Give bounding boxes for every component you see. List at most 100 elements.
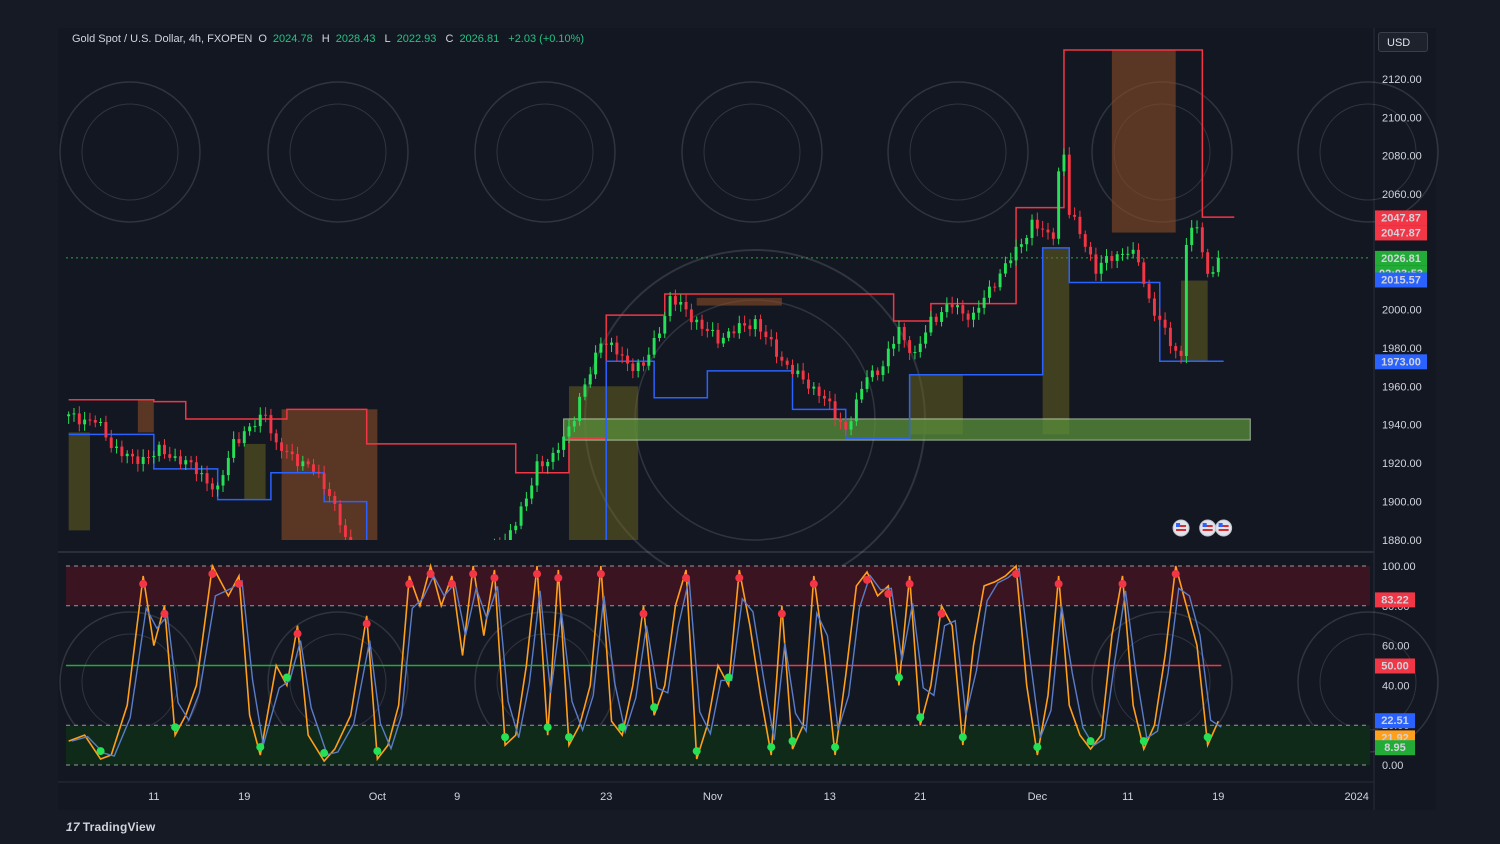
candle-body	[242, 431, 246, 444]
time-axis-label: Nov	[703, 791, 723, 803]
bullish-cross-dot	[1203, 733, 1212, 742]
candle-body	[1152, 298, 1156, 316]
bearish-cross-dot	[139, 579, 148, 588]
close-value: 2026.81	[459, 33, 500, 45]
candle-body	[647, 354, 651, 366]
candle-body	[210, 483, 214, 490]
osc-tag-label: 50.00	[1381, 661, 1409, 673]
bullish-cross-dot	[958, 733, 967, 742]
time-axis-label: Oct	[369, 791, 386, 803]
candle-body	[876, 370, 880, 375]
price-axis-tick: 2120.00	[1382, 74, 1422, 86]
bearish-cross-dot	[160, 609, 169, 618]
time-axis-label: Dec	[1028, 791, 1048, 803]
open-value: 2024.78	[272, 33, 313, 45]
symbol-legend: Gold Spot / U.S. Dollar, 4h, FXOPEN O 2024…	[72, 33, 590, 45]
candle-body	[221, 475, 225, 486]
candle-body	[1062, 154, 1066, 172]
price-pane-layer	[67, 49, 1251, 540]
candle-body	[290, 451, 294, 455]
osc-axis-tick: 0.00	[1382, 760, 1403, 772]
candle-body	[886, 348, 890, 367]
candle-body	[562, 436, 566, 450]
candle-body	[796, 370, 800, 375]
candle-body	[1019, 244, 1023, 247]
candle-body	[322, 473, 326, 489]
bearish-cross-dot	[884, 589, 893, 598]
price-tag-label: 2026.81	[1381, 253, 1421, 265]
candle-body	[178, 456, 182, 465]
us-flag-event-icon	[1199, 519, 1217, 537]
candle-body	[700, 319, 704, 329]
candle-body	[1206, 252, 1210, 274]
candle-body	[1046, 229, 1050, 233]
tradingview-name: TradingView	[82, 820, 156, 834]
osc-tag-box	[1375, 592, 1415, 608]
price-tag-box	[1375, 272, 1427, 288]
bullish-cross-dot	[916, 713, 925, 722]
bearish-cross-dot	[863, 575, 872, 584]
candle-body	[695, 319, 699, 323]
candle-body	[902, 327, 906, 341]
price-tag-label: 1973.00	[1381, 356, 1421, 368]
us-flag-stripe	[1218, 529, 1229, 531]
us-flag-event-icon	[1215, 519, 1233, 537]
candle-body	[972, 312, 975, 320]
osc-tag-label: 8.95	[1384, 742, 1405, 754]
price-axis-tick: 1920.00	[1382, 458, 1422, 470]
candle-body	[269, 415, 273, 434]
candle-body	[588, 374, 592, 385]
watermark-seal-inner-icon	[1319, 103, 1417, 201]
bear-range-box	[281, 409, 378, 540]
bull-range-box	[244, 443, 266, 500]
candle-body	[99, 422, 103, 424]
candle-body	[1067, 154, 1071, 215]
candle-body	[237, 439, 241, 444]
bear-range-box	[696, 297, 782, 306]
bearish-cross-dot	[1012, 569, 1021, 578]
time-axis-label: 19	[238, 791, 250, 803]
time-axis-label: 11	[1122, 791, 1133, 803]
candle-body	[1057, 171, 1061, 239]
candle-body	[556, 449, 560, 453]
osc-axis-tick: 60.00	[1382, 641, 1410, 653]
currency-selector[interactable]: USD	[1378, 32, 1428, 52]
candle-body	[1099, 262, 1103, 274]
candle-body	[258, 414, 262, 427]
us-flag-stripe	[1202, 529, 1213, 531]
bullish-cross-dot	[1139, 737, 1148, 746]
candle-body	[567, 426, 571, 437]
candle-body	[232, 439, 236, 458]
candle-body	[753, 319, 757, 330]
bearish-cross-dot	[208, 569, 217, 578]
candle-body	[264, 414, 268, 416]
tradingview-logo[interactable]: 17 TradingView	[66, 820, 155, 834]
bearish-cross-dot	[447, 579, 456, 588]
price-tag-box	[1375, 225, 1427, 241]
bullish-cross-dot	[256, 743, 265, 752]
candle-body	[913, 352, 917, 354]
price-axis-tick: 1900.00	[1382, 497, 1422, 509]
candle-body	[1115, 254, 1119, 261]
candle-body	[1179, 350, 1183, 357]
candle-body	[514, 525, 518, 531]
candle-body	[226, 457, 230, 476]
price-axis-tick: 1980.00	[1382, 343, 1422, 355]
watermark-seal-icon	[1297, 81, 1439, 223]
bearish-cross-dot	[735, 573, 744, 582]
osc-axis-tick: 100.00	[1382, 561, 1416, 573]
bearish-cross-dot	[533, 569, 542, 578]
us-flag-canton	[1218, 523, 1223, 527]
candle-body	[152, 455, 156, 458]
candle-body	[327, 488, 331, 496]
candle-body	[620, 354, 624, 356]
candle-body	[184, 460, 188, 465]
candle-body	[253, 426, 257, 428]
bearish-cross-dot	[1118, 579, 1127, 588]
bearish-cross-dot	[1054, 579, 1063, 588]
price-tag-label: 2015.57	[1381, 274, 1421, 286]
candle-body	[998, 273, 1002, 288]
candle-body	[684, 301, 688, 310]
bullish-cross-dot	[1086, 737, 1095, 746]
